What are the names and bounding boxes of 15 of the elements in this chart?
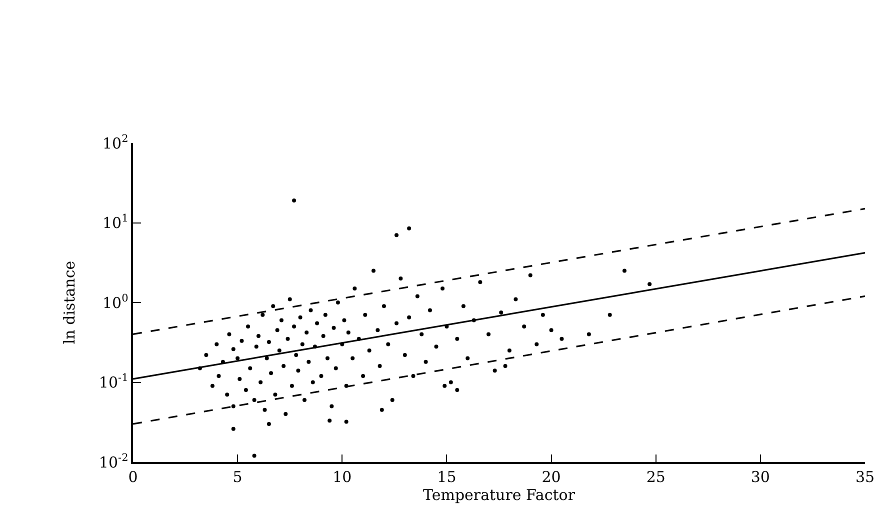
y-tick-label: 10$^{2}$: [102, 132, 128, 152]
x-tick-label: 30: [750, 468, 770, 486]
x-axis-title: Temperature Factor: [423, 486, 576, 504]
y-axis-title: ln distance: [60, 260, 79, 344]
y-tick-label: 10$^{0}$: [102, 292, 128, 312]
y-tick-label: 10$^{1}$: [102, 212, 128, 232]
x-tick-label: 25: [646, 468, 666, 486]
x-tick-label: 10: [332, 468, 352, 486]
y-tick-label: 10$^{-2}$: [98, 452, 128, 472]
x-tick-label: 35: [855, 468, 875, 486]
x-tick-label: 20: [542, 468, 561, 486]
x-tick-label: 0: [128, 468, 138, 486]
x-tick-label: 5: [232, 468, 242, 486]
y-tick-label: 10$^{-1}$: [98, 372, 128, 392]
x-tick-label: 15: [437, 468, 456, 486]
